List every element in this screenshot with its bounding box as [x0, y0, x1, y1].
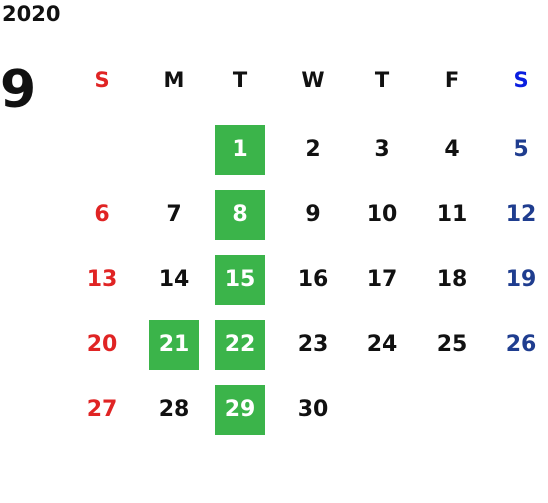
weekday-label: F	[444, 68, 460, 92]
day: 26	[505, 332, 537, 357]
day: 6	[94, 202, 110, 227]
day: 3	[374, 137, 390, 162]
weekday-label: W	[301, 68, 325, 92]
day: 2	[305, 137, 321, 162]
day: 30	[297, 397, 329, 422]
day: 18	[436, 267, 468, 292]
day: 19	[505, 267, 537, 292]
day: 4	[444, 137, 460, 162]
day: 20	[86, 332, 118, 357]
day: 11	[436, 202, 468, 227]
day: 21	[149, 320, 199, 370]
day: 16	[297, 267, 329, 292]
day: 8	[215, 190, 265, 240]
weekday-label: T	[232, 68, 248, 92]
day: 25	[436, 332, 468, 357]
weekday-label: M	[163, 68, 185, 92]
day: 28	[158, 397, 190, 422]
day: 22	[215, 320, 265, 370]
day: 23	[297, 332, 329, 357]
weekday-label: T	[374, 68, 390, 92]
day: 5	[513, 137, 529, 162]
day: 7	[166, 202, 182, 227]
day: 24	[366, 332, 398, 357]
day: 15	[215, 255, 265, 305]
day: 10	[366, 202, 398, 227]
day: 17	[366, 267, 398, 292]
day: 13	[86, 267, 118, 292]
weekday-label: S	[94, 68, 110, 92]
day: 1	[215, 125, 265, 175]
weekday-label: S	[513, 68, 529, 92]
day: 14	[158, 267, 190, 292]
year: 2020	[2, 2, 61, 26]
day: 29	[215, 385, 265, 435]
month: 9	[0, 60, 37, 120]
day: 9	[305, 202, 321, 227]
day: 27	[86, 397, 118, 422]
day: 12	[505, 202, 537, 227]
